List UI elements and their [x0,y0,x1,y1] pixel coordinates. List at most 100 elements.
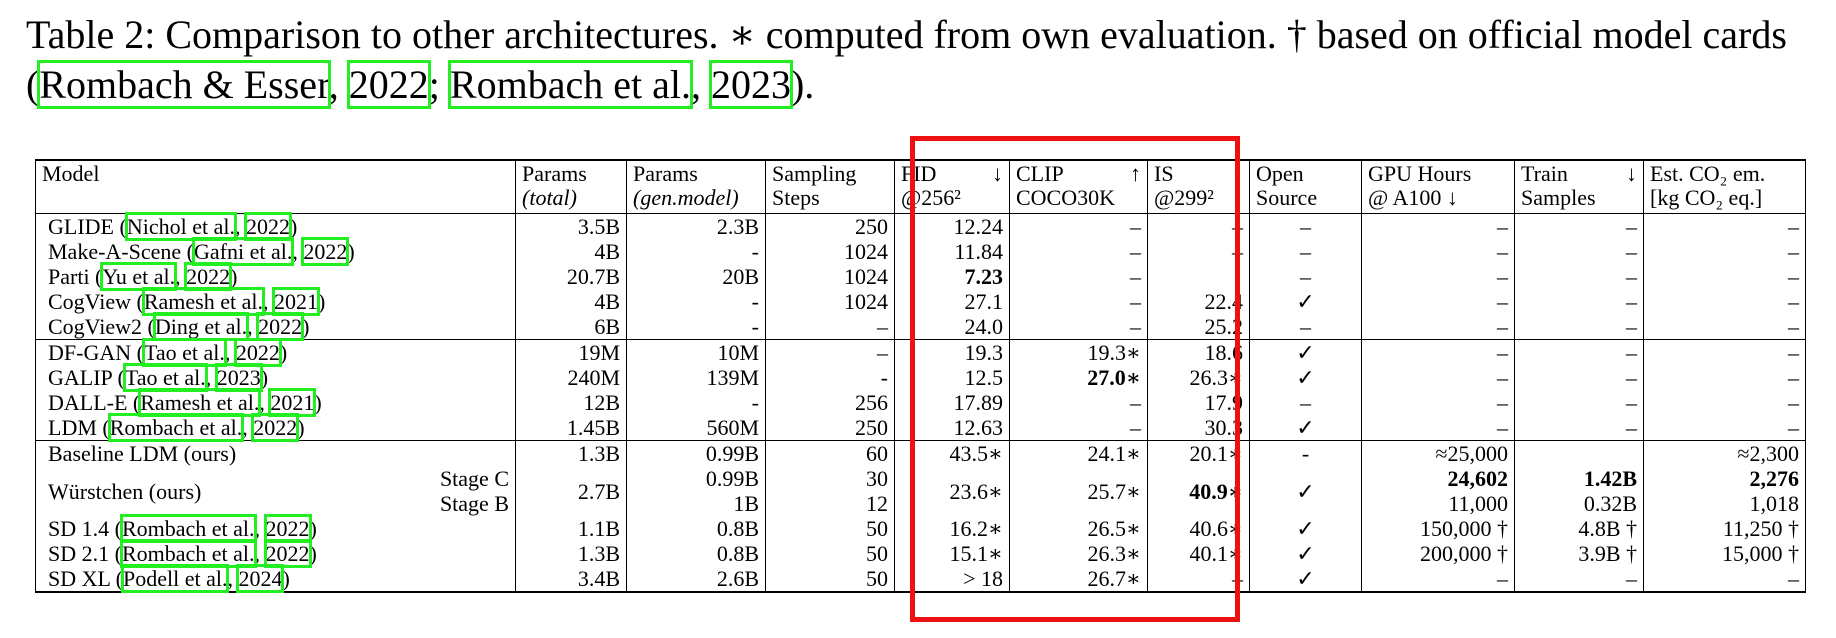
table-cell: - [765,365,895,390]
cell-value: 3.9B † [1578,541,1637,566]
caption-text: Table 2: Comparison to other architectur… [26,12,1787,107]
cell-value: ✓ [1296,365,1315,390]
cell-value: ✓ [1296,415,1315,440]
cell-value: – [877,314,888,339]
header-line: Params [522,162,620,186]
cell-value: 240M [567,365,620,390]
table-cell: 19M [515,339,627,365]
table-cell: 139M [626,365,766,390]
cell-value: 200,000 † [1420,541,1508,566]
table-cell: – [1009,239,1148,264]
cell-value: – [1497,566,1508,591]
row-group: GLIDE (Nichol et al., 2022) 3.5B 2.3B 250 12… [35,212,1806,341]
cell-value: ✓ [1296,516,1315,541]
header-text: Est. CO₂ em. [1650,161,1766,186]
cell-value: 1.1B [577,516,620,541]
model-text: ) [317,289,326,314]
table-cell: 19.3∗ [1009,339,1148,365]
cell-value: - [751,239,759,264]
model-text: SD 1.4 ( [48,516,122,541]
cell-value: ✓ [1296,566,1315,591]
table-cell: – [1361,415,1515,441]
table-cell: 4B [515,239,627,264]
table-cell: 10M [626,339,766,365]
header-cell: ↓ Train Samples [1514,160,1644,214]
table-cell: – [1009,213,1148,239]
model-text: , [205,365,217,390]
cell-value: 60 [866,441,888,466]
header-text: Samples [1521,185,1596,210]
model-cell: SD 2.1 (Rombach et al., 2022) [35,539,516,568]
cell-value: 19.3 [964,340,1004,365]
caption: Table 2: Comparison to other architectur… [26,10,1816,110]
cell-value: 0.99B [705,466,759,491]
stage-label: Stage C [439,466,509,491]
header-text: Sampling [772,161,857,186]
table-cell: 3.5B [515,213,627,239]
table-cell: 1024 [765,264,895,289]
cell-value: 23.6∗ [949,478,1003,504]
cell-value: 2.6B [716,566,759,591]
table-cell: ✓ [1249,365,1362,390]
cell-value: 26.3∗ [1189,365,1243,390]
header-line: @299² [1154,186,1243,210]
header-text: @256² [901,185,961,210]
model-text: LDM ( [48,415,110,440]
citation: Ramesh et al. [138,388,262,417]
table-cell: – [1514,566,1644,592]
model-text: ) [230,264,238,289]
table-cell: – [1361,239,1515,264]
table-cell: 23.6∗ [894,466,1010,516]
cell-line: 1,018 [1650,491,1800,516]
table-cell: 0.8B [626,516,766,541]
cell-value: 1B [733,491,759,516]
table-cell: 26.7∗ [1009,566,1148,592]
cell-value: 27.0∗ [1087,365,1141,390]
table-cell: 150,000 † [1361,516,1515,541]
header-text: [kg CO₂ eq.] [1650,185,1763,210]
cell-value: 150,000 † [1420,516,1508,541]
table-cell: ✓ [1249,415,1362,441]
table-cell: 30.3 [1147,415,1250,441]
table-row: SD XL (Podell et al., 2024) 3.4B 2.6B 50 > 1… [35,564,1806,593]
comparison-table: Model Params (total) Params (gen.model) Sampl… [35,159,1806,593]
model-name: GLIDE (Nichol et al., 2022) [48,212,297,241]
table-cell: – [1643,289,1806,314]
header-line: Open [1256,162,1355,186]
cell-value: 3.5B [577,214,620,239]
header-line: ↑ CLIP [1016,162,1141,186]
header-text: @299² [1154,185,1214,210]
cell-value: 24.1∗ [1087,441,1141,466]
caption-text: ). [790,62,815,107]
citation: Nichol et al. [124,212,237,241]
header-text: Open [1256,161,1304,186]
table-cell [1147,264,1250,289]
model-text: , [242,415,254,440]
table-cell: – [1361,264,1515,289]
model-cell: SD XL (Podell et al., 2024) [35,564,516,593]
cell-value: - [751,289,759,314]
model-cell: GALIP (Tao et al., 2023) [35,363,516,392]
model-text: , [234,214,246,239]
table-cell: 50 [765,541,895,566]
cell-value: – [1788,390,1799,415]
table-cell: 4B [515,289,627,314]
cell-value: - [751,314,759,339]
citation: 2022 [301,237,350,266]
table-cell: – [1514,314,1644,340]
model-text: ) [282,566,290,591]
table-cell: – [1514,264,1644,289]
table-cell: – [1249,264,1362,289]
table-cell: – [1361,289,1515,314]
cell-value: 1024 [844,264,888,289]
table-cell: 40.9∗ [1147,466,1250,516]
cell-value: – [1788,314,1799,339]
table-cell: – [1361,339,1515,365]
cell-value: 12.24 [953,214,1004,239]
model-flex: Würstchen (ours) Stage C Stage B [48,466,509,516]
table-cell: – [1514,289,1644,314]
model-cell: Würstchen (ours) Stage C Stage B [35,466,516,516]
model-name: LDM (Rombach et al., 2022) [48,413,305,442]
cell-value: 12.63 [953,415,1004,440]
table-cell: – [1514,365,1644,390]
